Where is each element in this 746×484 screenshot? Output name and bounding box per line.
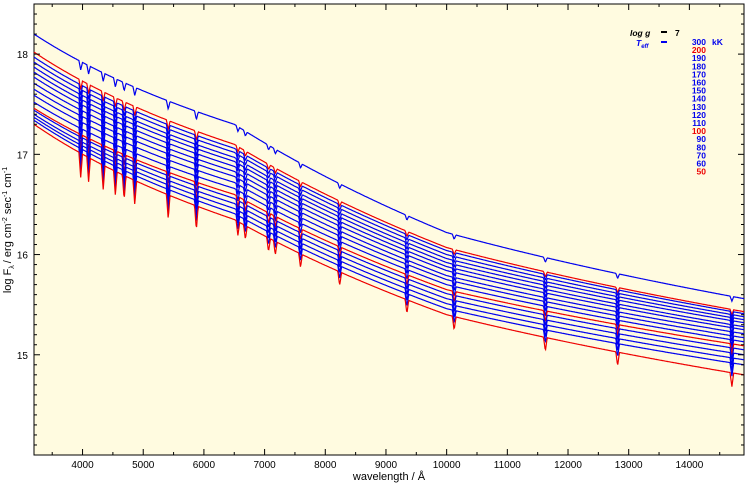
legend-entry-170: 170 bbox=[692, 69, 706, 79]
y-label-cm: cm bbox=[2, 173, 14, 191]
spectrum-line-190 bbox=[33, 56, 745, 320]
legend-entry-60: 60 bbox=[697, 159, 707, 169]
legend-entry-140: 140 bbox=[692, 94, 706, 104]
spectrum-line-80 bbox=[33, 113, 745, 366]
y-label-sub: λ bbox=[9, 265, 16, 269]
legend-logg-marker bbox=[661, 31, 667, 33]
legend-entry-90: 90 bbox=[697, 134, 707, 144]
spectrum-line-130 bbox=[33, 88, 745, 342]
legend-teff-marker bbox=[661, 41, 667, 43]
y-tick-label: 15 bbox=[17, 351, 29, 362]
legend-teff-label: Teff bbox=[636, 38, 649, 50]
y-tick-label: 18 bbox=[17, 50, 29, 61]
axis-ticks: 4000 5000 6000 7000 8000 9000 10000 11000 12000 1… bbox=[17, 4, 744, 471]
spectrum-line-100 bbox=[33, 107, 745, 355]
x-tick-label: 12000 bbox=[554, 460, 582, 471]
spectrum-line-300 bbox=[33, 33, 745, 303]
x-tick-label: 5000 bbox=[132, 460, 155, 471]
legend-entry-190: 190 bbox=[692, 53, 706, 63]
spectrum-line-140 bbox=[33, 82, 745, 337]
spectra-lines bbox=[33, 33, 745, 387]
spectrum-line-110 bbox=[33, 101, 744, 351]
spectrum-line-200 bbox=[33, 51, 745, 317]
x-tick-label: 9000 bbox=[375, 460, 398, 471]
y-label-exp2: -1 bbox=[2, 191, 9, 197]
spectrum-line-70 bbox=[33, 116, 745, 371]
x-tick-label: 11000 bbox=[494, 460, 522, 471]
y-label-exp3: -1 bbox=[2, 167, 9, 173]
spectrum-line-170 bbox=[33, 66, 745, 325]
plot-background bbox=[33, 3, 745, 456]
legend-entry-130: 130 bbox=[692, 102, 706, 112]
y-label-sec: sec bbox=[2, 197, 14, 218]
legend-entry-50: 50 bbox=[697, 167, 707, 177]
spectrum-line-90 bbox=[33, 109, 745, 360]
legend-entry-120: 120 bbox=[692, 110, 706, 120]
legend-entries: 3002001901801701601501401301201101009080… bbox=[692, 37, 706, 177]
legend-entry-80: 80 bbox=[697, 142, 707, 152]
legend: log g 7 Teff kK 300200190180170160150140… bbox=[630, 28, 724, 177]
spectrum-line-150 bbox=[33, 76, 745, 334]
legend-entry-70: 70 bbox=[697, 150, 707, 160]
x-tick-label: 7000 bbox=[253, 460, 276, 471]
y-axis-label: log Fλ/ erg cm-2 sec-1 cm-1 bbox=[2, 167, 16, 293]
y-tick-label: 17 bbox=[17, 150, 29, 161]
legend-entry-100: 100 bbox=[692, 126, 706, 136]
spectrum-line-60 bbox=[33, 119, 745, 377]
legend-logg-value: 7 bbox=[675, 28, 680, 38]
legend-entry-300: 300 bbox=[692, 37, 706, 47]
legend-entry-160: 160 bbox=[692, 78, 706, 88]
y-label-units: / erg cm bbox=[2, 223, 14, 263]
x-tick-label: 10000 bbox=[433, 460, 461, 471]
spectrum-line-160 bbox=[33, 71, 745, 329]
x-tick-label: 14000 bbox=[675, 460, 703, 471]
x-tick-label: 8000 bbox=[314, 460, 337, 471]
x-tick-label: 4000 bbox=[71, 460, 94, 471]
x-tick-label: 6000 bbox=[193, 460, 216, 471]
legend-entry-180: 180 bbox=[692, 61, 706, 71]
x-axis-label: wavelength / Å bbox=[352, 470, 426, 483]
spectrum-line-50 bbox=[33, 123, 745, 387]
legend-unit: kK bbox=[712, 37, 724, 47]
spectrum-line-120 bbox=[33, 94, 745, 346]
legend-entry-200: 200 bbox=[692, 45, 706, 55]
x-tick-label: 13000 bbox=[615, 460, 643, 471]
y-tick-label: 16 bbox=[17, 251, 29, 262]
legend-entry-150: 150 bbox=[692, 86, 706, 96]
legend-entry-110: 110 bbox=[692, 118, 706, 128]
y-label-main: log F bbox=[2, 268, 14, 293]
spectrum-line-180 bbox=[33, 61, 745, 324]
legend-logg-label: log g bbox=[630, 28, 651, 38]
y-label-exp1: -2 bbox=[2, 217, 9, 223]
